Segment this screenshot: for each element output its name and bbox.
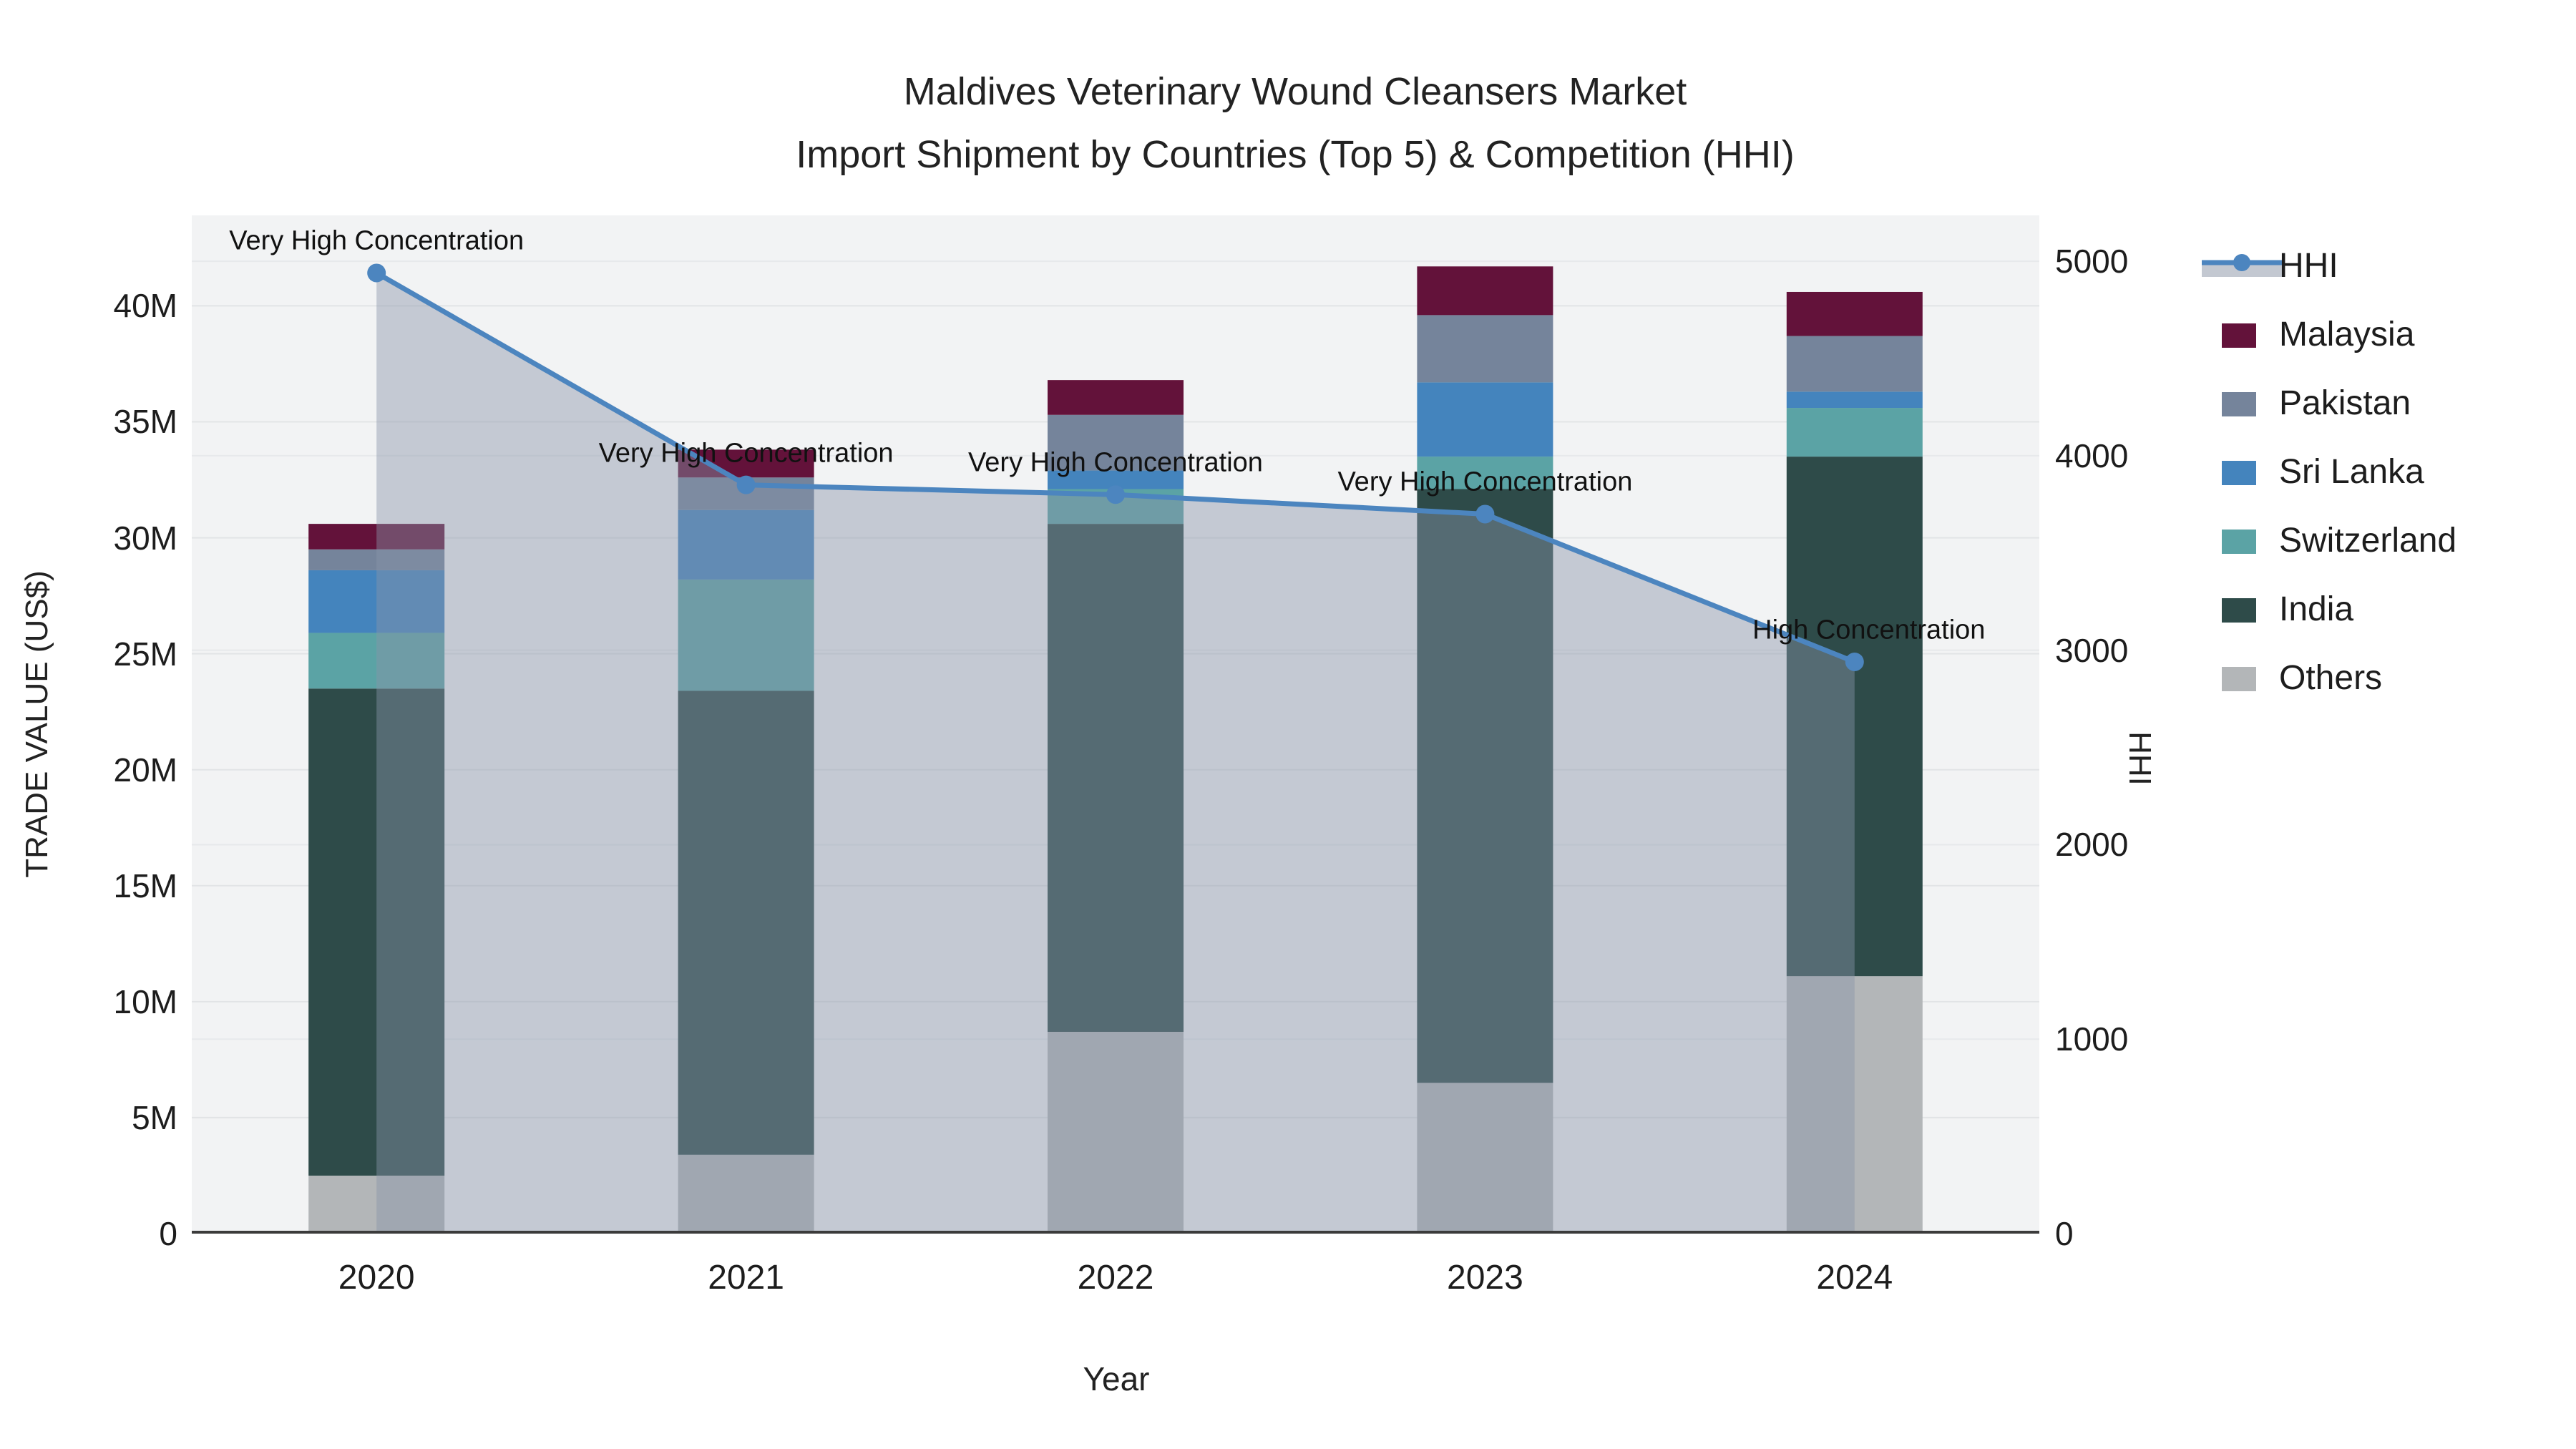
bar-segment-malaysia — [308, 524, 445, 550]
legend-swatch-hhi-line — [2200, 253, 2283, 281]
bar-segment-india — [308, 688, 445, 1176]
legend-swatch-others — [2222, 667, 2256, 691]
y-right-tick-label: 1000 — [2055, 1020, 2129, 1058]
bar-segment-malaysia — [1786, 291, 1923, 336]
y-right-tick-label: 0 — [2055, 1215, 2074, 1252]
bar-segment-others — [1786, 976, 1923, 1234]
bar-segment-others — [678, 1154, 814, 1234]
bar-segment-india — [678, 691, 814, 1155]
y-left-tick-label: 15M — [113, 867, 177, 904]
legend-label: Malaysia — [2279, 315, 2415, 353]
y-right-tick-label: 3000 — [2055, 631, 2129, 669]
y-left-tick-label: 25M — [113, 635, 177, 673]
y-axis-title-right: HHI — [2122, 731, 2157, 786]
legend-swatch-pakistan — [2222, 392, 2256, 416]
bar-segment-malaysia — [1048, 380, 1184, 415]
legend-item-others[interactable]: Others — [2200, 655, 2572, 703]
y-left-tick-label: 20M — [113, 751, 177, 789]
hhi-area-fill — [376, 273, 1855, 1234]
bar-segment-switzerland — [678, 579, 814, 691]
x-tick-label: 2024 — [1816, 1259, 1893, 1297]
bar-segment-sri-lanka — [308, 570, 445, 633]
legend-swatch-switzerland — [2222, 530, 2256, 554]
hhi-marker — [367, 263, 386, 283]
legend-label: Switzerland — [2279, 521, 2457, 560]
bar-segment-pakistan — [308, 549, 445, 570]
annotation-2022: Very High Concentration — [968, 447, 1263, 478]
legend-item-malaysia[interactable]: Malaysia — [2200, 312, 2572, 359]
y-axis-title-left: TRADE VALUE (US$) — [19, 570, 54, 878]
y-right-tick-label: 5000 — [2055, 243, 2129, 280]
hhi-marker — [1475, 504, 1495, 524]
bar-segment-sri-lanka — [678, 509, 814, 580]
annotation-2024: High Concentration — [1752, 615, 1986, 645]
chart-title-line1: Maldives Veterinary Wound Cleansers Mark… — [903, 70, 1687, 113]
y-right-tick-label: 2000 — [2055, 826, 2129, 864]
annotation-2020: Very High Concentration — [229, 225, 525, 256]
legend-item-sri-lanka[interactable]: Sri Lanka — [2200, 449, 2572, 497]
legend-swatch-malaysia — [2222, 323, 2256, 348]
bar-segment-india — [1786, 457, 1923, 977]
bar-segment-india — [1417, 489, 1553, 1083]
bar-segment-malaysia — [1417, 266, 1553, 316]
y-left-tick-label: 0 — [159, 1215, 177, 1252]
bar-segment-others — [1417, 1083, 1553, 1234]
legend-label: Sri Lanka — [2279, 452, 2424, 491]
bar-segment-switzerland — [1417, 457, 1553, 489]
hhi-marker — [736, 475, 756, 494]
x-tick-label: 2021 — [708, 1259, 784, 1297]
legend-item-hhi[interactable]: HHI — [2200, 243, 2572, 291]
bar-segment-others — [308, 1175, 445, 1234]
legend-label: Others — [2279, 658, 2383, 697]
hhi-marker — [1845, 652, 1864, 671]
plot-area — [192, 215, 2039, 1234]
y-left-tick-label: 5M — [132, 1098, 177, 1136]
legend-item-pakistan[interactable]: Pakistan — [2200, 381, 2572, 428]
y-right-tick-label: 4000 — [2055, 436, 2129, 474]
bar-segment-india — [1048, 524, 1184, 1032]
bar-segment-pakistan — [1048, 414, 1184, 471]
bar-segment-switzerland — [308, 633, 445, 689]
x-axis-title: Year — [1083, 1360, 1150, 1397]
y-left-tick-label: 30M — [113, 519, 177, 557]
bar-segment-others — [1048, 1031, 1184, 1234]
bar-segment-pakistan — [1786, 336, 1923, 392]
legend-label: India — [2279, 590, 2354, 628]
y-left-tick-label: 40M — [113, 287, 177, 325]
annotation-2023: Very High Concentration — [1337, 467, 1633, 497]
legend-item-india[interactable]: India — [2200, 587, 2572, 634]
chart-title-line2: Import Shipment by Countries (Top 5) & C… — [796, 133, 1795, 176]
legend-label: Pakistan — [2279, 384, 2411, 422]
x-tick-label: 2020 — [338, 1259, 415, 1297]
y-left-tick-label: 35M — [113, 403, 177, 441]
y-left-tick-label: 10M — [113, 982, 177, 1020]
legend-swatch-india — [2222, 598, 2256, 623]
legend-label: HHI — [2279, 246, 2338, 285]
bar-segment-switzerland — [1786, 408, 1923, 457]
legend-swatch-sri-lanka — [2222, 461, 2256, 485]
bar-segment-sri-lanka — [1786, 391, 1923, 409]
bar-segment-pakistan — [1417, 315, 1553, 383]
x-tick-label: 2023 — [1447, 1259, 1523, 1297]
x-tick-label: 2022 — [1077, 1259, 1154, 1297]
bar-segment-sri-lanka — [1417, 382, 1553, 457]
annotation-2021: Very High Concentration — [598, 438, 894, 469]
legend-item-switzerland[interactable]: Switzerland — [2200, 518, 2572, 565]
hhi-marker — [1106, 485, 1125, 504]
bar-segment-malaysia — [678, 449, 814, 478]
